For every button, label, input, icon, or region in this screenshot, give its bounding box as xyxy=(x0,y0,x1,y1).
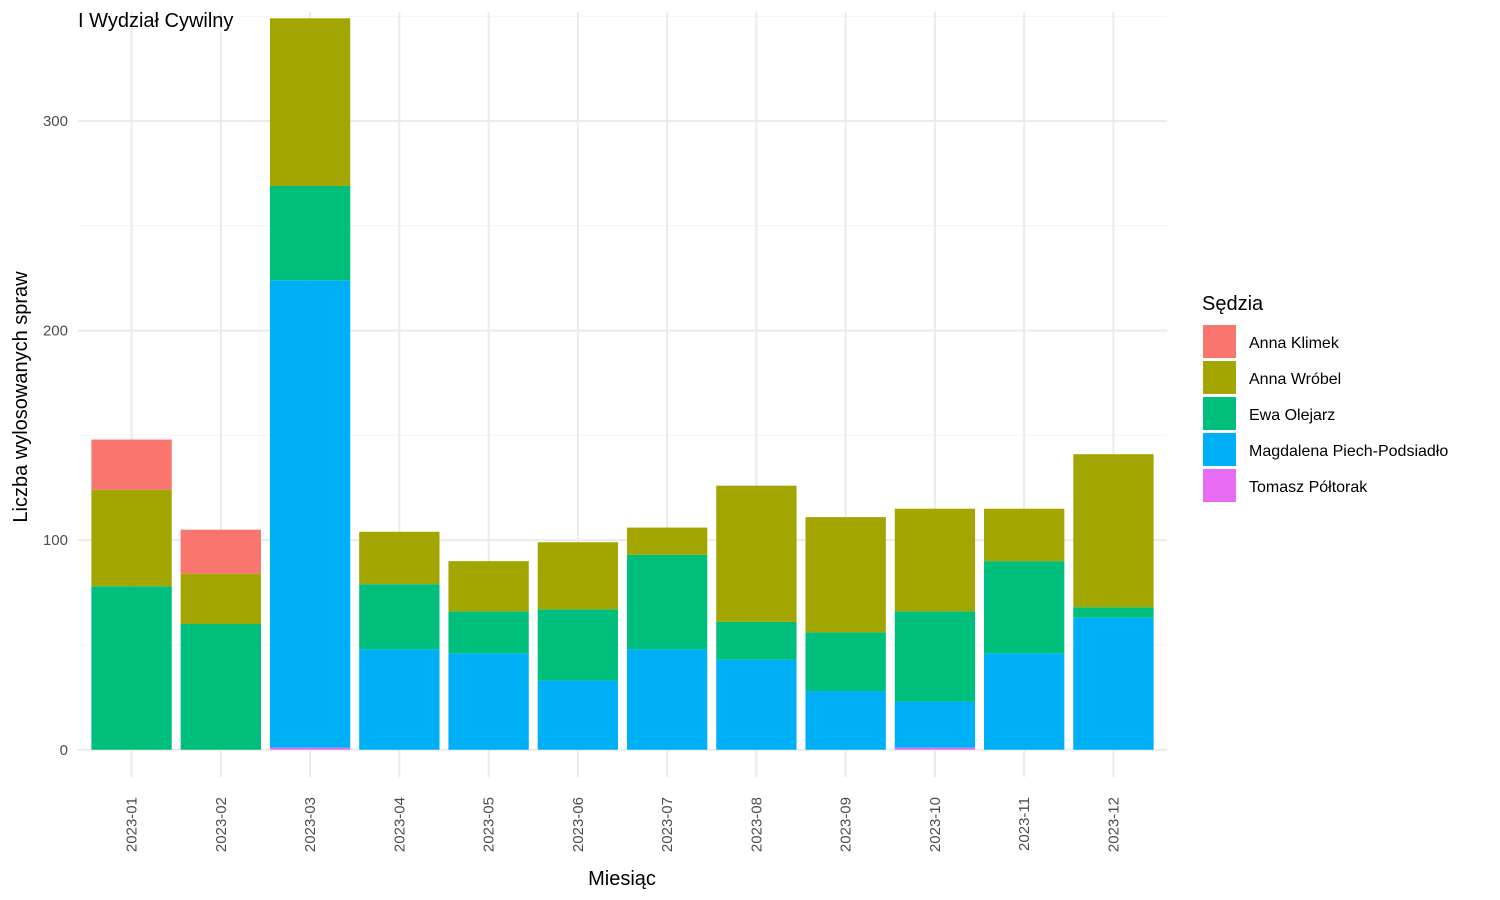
bar-segment xyxy=(269,18,351,186)
bar-segment xyxy=(984,508,1065,562)
bar-segment xyxy=(269,185,351,281)
legend: Sędzia Anna Klimek Anna Wróbel Ewa Olejarz… xyxy=(1202,293,1448,502)
x-tick-label: 2023-05 xyxy=(481,797,498,852)
bar-segment xyxy=(716,659,797,750)
legend-label: Tomasz Półtorak xyxy=(1249,479,1368,496)
x-tick-label: 2023-07 xyxy=(659,797,676,852)
bar-segment xyxy=(716,621,797,660)
legend-swatch xyxy=(1203,433,1236,466)
bars-layer xyxy=(91,18,1154,750)
bar-segment xyxy=(91,439,172,490)
x-tick-label: 2023-06 xyxy=(570,797,587,852)
bar-segment xyxy=(626,554,708,650)
x-tick-label: 2023-09 xyxy=(838,797,855,852)
x-tick-label: 2023-08 xyxy=(748,797,765,852)
x-tick-label: 2023-01 xyxy=(124,797,141,852)
bar-segment xyxy=(269,747,351,750)
bar-segment xyxy=(984,561,1065,654)
bar-segment xyxy=(805,632,886,692)
x-tick-label: 2023-12 xyxy=(1105,797,1122,852)
bar-segment xyxy=(537,542,619,610)
y-tick-label: 200 xyxy=(43,323,68,340)
bar-segment xyxy=(359,649,440,750)
legend-swatch xyxy=(1203,325,1236,358)
bar-segment xyxy=(894,747,976,750)
bar-segment xyxy=(537,609,619,681)
legend-label: Anna Wróbel xyxy=(1249,371,1341,388)
bar-segment xyxy=(448,611,529,654)
bar-segment xyxy=(448,561,529,612)
bar-segment xyxy=(894,701,976,748)
bar-segment xyxy=(180,573,261,624)
legend-label: Anna Klimek xyxy=(1249,335,1340,352)
y-axis-title: Liczba wylosowanych spraw xyxy=(10,271,32,523)
bar-segment xyxy=(537,680,619,750)
bar-segment xyxy=(1073,454,1154,608)
bar-segment xyxy=(359,531,440,585)
bar-segment xyxy=(626,649,708,750)
bar-segment xyxy=(805,517,886,633)
legend-swatch xyxy=(1203,469,1236,502)
legend-label: Ewa Olejarz xyxy=(1249,407,1335,424)
bar-segment xyxy=(448,653,529,750)
bar-segment xyxy=(180,624,261,750)
bar-segment xyxy=(984,653,1065,750)
legend-swatch xyxy=(1203,361,1236,394)
bar-segment xyxy=(626,527,708,555)
bar-segment xyxy=(1073,617,1154,750)
x-tick-label: 2023-10 xyxy=(927,797,944,852)
bar-segment xyxy=(91,489,172,587)
x-tick-label: 2023-03 xyxy=(302,797,319,852)
bar-segment xyxy=(269,280,351,748)
legend-label: Magdalena Piech-Podsiadło xyxy=(1249,443,1448,460)
chart-title: I Wydział Cywilny xyxy=(78,10,233,32)
x-axis-ticks: 2023-01 2023-02 2023-03 2023-04 2023-05 2023-… xyxy=(124,797,1123,852)
bar-segment xyxy=(894,508,976,612)
y-tick-label: 100 xyxy=(43,532,68,549)
bar-segment xyxy=(805,691,886,750)
bar-segment xyxy=(359,584,440,650)
bar-segment xyxy=(894,611,976,702)
bar-segment xyxy=(1073,607,1154,618)
x-axis-title: Miesiąc xyxy=(588,868,656,890)
x-tick-label: 2023-11 xyxy=(1016,797,1033,851)
legend-swatch xyxy=(1203,397,1236,430)
y-tick-label: 0 xyxy=(60,742,68,759)
bar-segment xyxy=(91,586,172,750)
bar-segment xyxy=(716,485,797,622)
y-axis-ticks: 0 100 200 300 xyxy=(43,113,68,759)
legend-title: Sędzia xyxy=(1202,293,1264,315)
x-tick-label: 2023-02 xyxy=(213,797,230,852)
bar-segment xyxy=(180,529,261,574)
x-tick-label: 2023-04 xyxy=(391,797,408,852)
y-tick-label: 300 xyxy=(43,113,68,130)
